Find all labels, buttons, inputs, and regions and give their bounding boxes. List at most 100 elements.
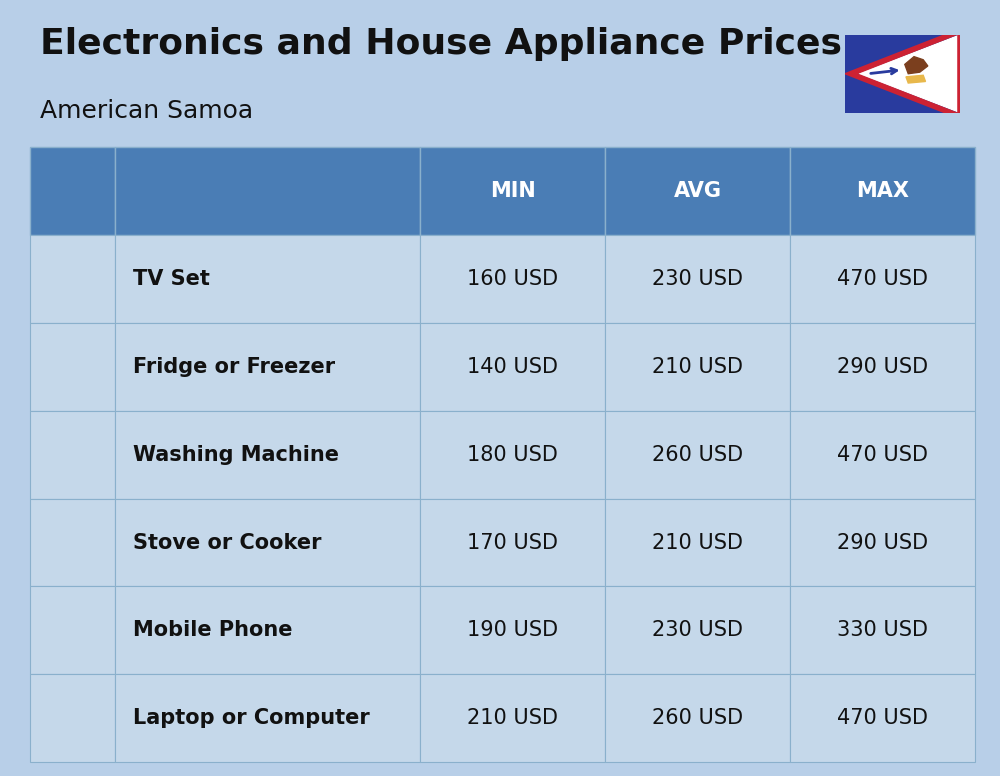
Bar — [66, 729, 71, 733]
Bar — [93, 729, 99, 733]
Bar — [49, 263, 63, 293]
Text: 260 USD: 260 USD — [652, 708, 743, 728]
Bar — [49, 702, 96, 708]
Text: Laptop or Computer: Laptop or Computer — [133, 708, 370, 728]
Bar — [59, 304, 86, 308]
FancyBboxPatch shape — [48, 332, 97, 402]
Bar — [86, 726, 92, 729]
Text: 190 USD: 190 USD — [467, 620, 558, 640]
Bar — [64, 263, 79, 293]
Text: 330 USD: 330 USD — [837, 620, 928, 640]
Text: Mobile Phone: Mobile Phone — [133, 620, 293, 640]
Bar — [79, 726, 85, 729]
FancyBboxPatch shape — [42, 685, 103, 727]
Text: TV Set: TV Set — [133, 269, 210, 289]
Polygon shape — [859, 35, 960, 113]
Bar — [85, 485, 93, 490]
Polygon shape — [70, 547, 75, 562]
Text: 470 USD: 470 USD — [837, 445, 928, 465]
Bar — [49, 708, 96, 714]
Text: 140 USD: 140 USD — [467, 357, 558, 377]
Circle shape — [69, 657, 76, 664]
FancyBboxPatch shape — [72, 615, 79, 624]
Bar — [52, 485, 60, 490]
Text: 210 USD: 210 USD — [467, 708, 558, 728]
Polygon shape — [67, 542, 78, 565]
FancyBboxPatch shape — [65, 625, 72, 634]
Circle shape — [68, 536, 77, 546]
Text: 210 USD: 210 USD — [652, 357, 743, 377]
Text: 470 USD: 470 USD — [837, 708, 928, 728]
FancyBboxPatch shape — [42, 421, 103, 490]
FancyBboxPatch shape — [58, 615, 65, 624]
Text: 290 USD: 290 USD — [837, 357, 928, 377]
Bar — [72, 726, 78, 729]
FancyBboxPatch shape — [39, 720, 106, 737]
FancyBboxPatch shape — [65, 615, 72, 624]
Bar — [59, 729, 64, 733]
Text: 290 USD: 290 USD — [837, 532, 928, 553]
Circle shape — [86, 521, 94, 531]
Text: 230 USD: 230 USD — [652, 620, 743, 640]
FancyBboxPatch shape — [58, 636, 65, 645]
Text: 180 USD: 180 USD — [467, 445, 558, 465]
FancyBboxPatch shape — [72, 636, 79, 645]
Text: AVG: AVG — [674, 182, 722, 201]
FancyBboxPatch shape — [79, 636, 86, 645]
Circle shape — [66, 533, 79, 549]
FancyBboxPatch shape — [72, 625, 79, 634]
Circle shape — [89, 271, 91, 273]
Text: MAX: MAX — [856, 182, 909, 201]
Bar — [52, 726, 57, 729]
Circle shape — [51, 521, 59, 531]
Text: Fridge or Freezer: Fridge or Freezer — [133, 357, 335, 377]
Text: MIN: MIN — [490, 182, 535, 201]
Text: Stove or Cooker: Stove or Cooker — [133, 532, 322, 553]
Bar — [50, 359, 95, 362]
FancyBboxPatch shape — [43, 257, 102, 300]
Bar — [66, 726, 71, 729]
Bar — [68, 296, 77, 306]
FancyBboxPatch shape — [47, 542, 98, 568]
Text: 230 USD: 230 USD — [652, 269, 743, 289]
FancyBboxPatch shape — [49, 593, 96, 668]
Circle shape — [66, 518, 79, 533]
Bar — [48, 428, 97, 435]
Text: 470 USD: 470 USD — [837, 269, 928, 289]
FancyBboxPatch shape — [57, 608, 88, 654]
FancyBboxPatch shape — [58, 625, 65, 634]
Circle shape — [60, 447, 85, 474]
Bar — [79, 729, 85, 733]
Text: Washing Machine: Washing Machine — [133, 445, 339, 465]
FancyBboxPatch shape — [48, 693, 97, 720]
Bar — [49, 696, 96, 702]
Circle shape — [57, 444, 88, 477]
Bar — [49, 715, 96, 719]
Text: 170 USD: 170 USD — [467, 532, 558, 553]
Circle shape — [83, 518, 97, 533]
FancyBboxPatch shape — [48, 262, 97, 294]
FancyBboxPatch shape — [79, 625, 86, 634]
Bar — [86, 729, 92, 733]
Text: 160 USD: 160 USD — [467, 269, 558, 289]
Bar — [45, 726, 50, 729]
FancyBboxPatch shape — [79, 615, 86, 624]
FancyBboxPatch shape — [41, 511, 104, 576]
Polygon shape — [906, 75, 926, 83]
FancyBboxPatch shape — [53, 332, 61, 352]
FancyBboxPatch shape — [53, 364, 61, 388]
FancyBboxPatch shape — [65, 636, 72, 645]
Polygon shape — [905, 57, 928, 74]
Text: American Samoa: American Samoa — [40, 99, 253, 123]
Bar — [93, 726, 99, 729]
Wedge shape — [63, 461, 82, 471]
Bar — [79, 263, 96, 293]
Text: 210 USD: 210 USD — [652, 532, 743, 553]
Bar — [59, 726, 64, 729]
Text: 260 USD: 260 USD — [652, 445, 743, 465]
Circle shape — [48, 518, 62, 533]
Text: Electronics and House Appliance Prices: Electronics and House Appliance Prices — [40, 27, 842, 61]
Bar — [52, 729, 57, 733]
Circle shape — [53, 440, 92, 482]
Circle shape — [68, 521, 77, 531]
